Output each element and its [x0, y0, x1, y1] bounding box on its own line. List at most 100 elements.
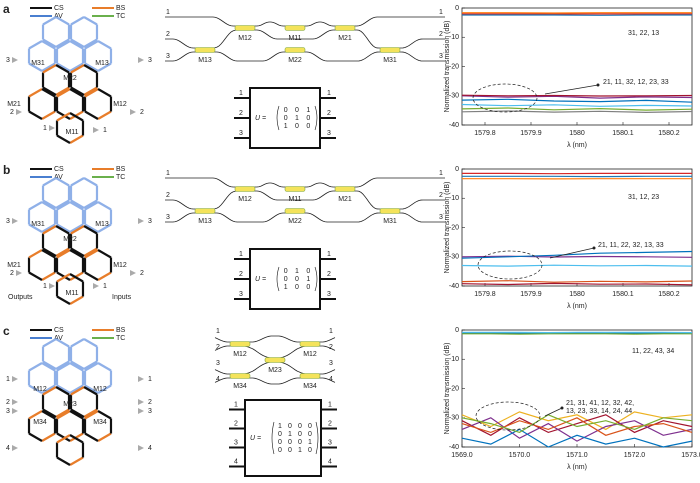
matrix-entry: 0 — [308, 447, 312, 454]
y-tick-label: -30 — [449, 254, 459, 261]
matrix-port: 2 — [239, 271, 243, 278]
mesh-port: 1 — [103, 283, 107, 290]
legend-label: TC — [116, 174, 125, 181]
waveguide-edge — [41, 88, 56, 98]
waveguide-edge — [70, 38, 85, 48]
waveguide-edge — [42, 225, 57, 235]
coupler-label: M21 — [338, 196, 352, 203]
matrix-symbol: U = — [250, 435, 261, 442]
circuit-port: 2 — [166, 31, 170, 38]
circuit-port: 1 — [439, 9, 443, 16]
waveguide-edge — [69, 362, 84, 372]
x-axis-label: λ (nm) — [567, 303, 587, 310]
waveguide-edge — [97, 201, 112, 211]
mesh-label: M31 — [31, 60, 45, 67]
coupler — [379, 208, 401, 214]
waveguide-edge — [41, 384, 56, 394]
coupler — [299, 341, 321, 347]
waveguide-edge — [69, 432, 84, 442]
mesh-label: M12 — [113, 262, 127, 269]
x-tick-label: 1580.2 — [658, 130, 680, 137]
plot-frame — [461, 7, 693, 126]
y-tick-label: -20 — [449, 224, 459, 231]
waveguide-edge — [41, 201, 56, 211]
panel-label: a — [3, 2, 10, 16]
waveguide-edge — [83, 408, 98, 418]
annotation: 21, 31, 41, 12, 32, 42, — [566, 400, 634, 407]
x-tick-label: 1580.1 — [612, 291, 634, 298]
mesh-port: 1 — [43, 125, 47, 132]
mesh-label: M12 — [93, 386, 107, 393]
panel-label: b — [3, 163, 10, 177]
x-axis-label: λ (nm) — [567, 142, 587, 149]
matrix-box — [244, 399, 322, 477]
matrix-entry: 0 — [306, 115, 310, 122]
matrix-entry: 1 — [306, 276, 310, 283]
waveguide-edge — [83, 199, 98, 209]
waveguide-edge — [84, 249, 99, 259]
matrix-port: 2 — [234, 420, 238, 427]
waveguide-edge — [70, 64, 85, 74]
waveguide-edge — [41, 432, 56, 442]
waveguide-edge — [56, 249, 71, 259]
legend-label: TC — [116, 13, 125, 20]
waveguide-edge — [69, 271, 84, 281]
series-line — [461, 110, 693, 114]
circuit-port: 1 — [166, 170, 170, 177]
coupler — [194, 208, 216, 214]
waveguide-edge — [83, 360, 98, 370]
series-line — [461, 94, 693, 97]
matrix-entry: 0 — [284, 115, 288, 122]
series-line — [461, 417, 693, 442]
waveguide-edge — [83, 16, 98, 26]
panel-label: c — [3, 324, 10, 338]
coupler — [284, 25, 306, 31]
y-axis-label: Normalized transmission (dB) — [444, 343, 451, 435]
mesh-port: 1 — [43, 283, 47, 290]
matrix-entry: 1 — [298, 447, 302, 454]
waveguide-edge — [56, 62, 71, 72]
y-axis-label: Normalized transmission (dB) — [444, 182, 451, 274]
mesh-port: 3 — [148, 218, 152, 225]
matrix-port: 3 — [239, 291, 243, 298]
coupler-label: M34 — [233, 383, 247, 390]
highlight-ellipse — [472, 83, 538, 113]
mesh-label: M21 — [7, 262, 21, 269]
waveguide-edge — [83, 38, 98, 48]
waveguide-edge — [41, 110, 56, 120]
matrix-symbol: U = — [255, 115, 266, 122]
matrix-entry: 0 — [295, 107, 299, 114]
waveguide-edge — [97, 62, 112, 72]
mesh-port: 1 — [148, 376, 152, 383]
coupler — [264, 357, 286, 363]
paren — [315, 421, 319, 455]
waveguide-edge — [83, 64, 98, 74]
matrix-entry: 0 — [295, 284, 299, 291]
series-line — [461, 280, 693, 283]
plot-frame — [461, 168, 693, 287]
circuit-port: 2 — [439, 31, 443, 38]
matrix-entry: 0 — [308, 431, 312, 438]
port-arrow — [12, 399, 18, 405]
waveguide-edge — [42, 408, 57, 418]
y-tick-label: 0 — [455, 327, 459, 334]
x-tick-label: 1573.0 — [681, 452, 700, 459]
matrix-entry: 1 — [284, 123, 288, 130]
waveguide-edge — [56, 271, 71, 281]
port-arrow — [49, 125, 55, 131]
coupler-label: M12 — [238, 35, 252, 42]
waveguide-edge — [69, 201, 84, 211]
y-tick-label: -20 — [449, 63, 459, 70]
waveguide-edge — [55, 386, 70, 396]
waveguide-edge — [84, 110, 99, 120]
waveguide-edge — [83, 247, 98, 257]
waveguide-edge — [97, 271, 112, 281]
legend-label: BS — [116, 5, 126, 12]
x-axis-label: λ (nm) — [567, 464, 587, 471]
waveguide-edge — [28, 223, 43, 233]
series-line — [461, 98, 693, 103]
mesh-port: 4 — [148, 445, 152, 452]
waveguide-edge — [97, 410, 112, 420]
annotation: 13, 23, 33, 14, 24, 44 — [566, 408, 632, 415]
circuit-port: 3 — [439, 214, 443, 221]
